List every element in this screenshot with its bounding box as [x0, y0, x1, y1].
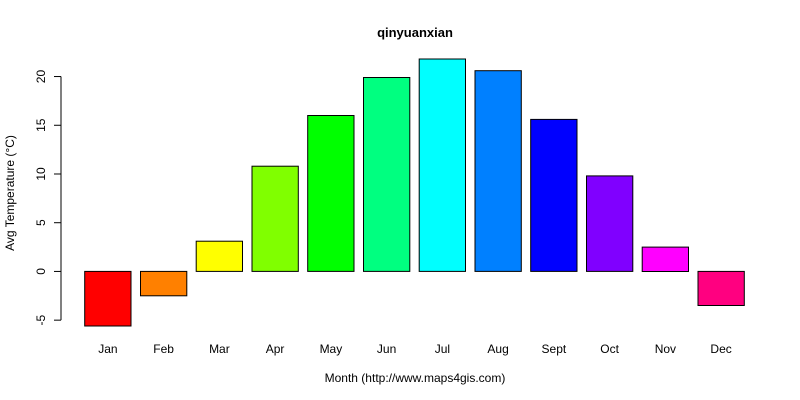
x-tick-label: Aug: [487, 342, 508, 356]
bar-nov: [641, 246, 690, 273]
bar-may: [307, 115, 355, 272]
x-tick-labels: Jan Feb Mar Apr May Jun Jul Aug Sept Oct Nov Dec: [98, 342, 732, 356]
y-tick-label: -5: [34, 314, 48, 325]
x-tick-label: Dec: [710, 342, 731, 356]
bar-jul: [418, 58, 467, 272]
bar-apr: [251, 165, 299, 272]
bars: [84, 58, 745, 327]
x-tick-label: Jul: [435, 342, 450, 356]
x-tick-label: May: [320, 342, 343, 356]
bar-mar: [195, 240, 243, 272]
x-tick-label: Oct: [600, 342, 619, 356]
y-axis: -5 0 5 10 15 20: [34, 70, 62, 325]
bar-jun: [363, 77, 411, 272]
x-axis-label: Month (http://www.maps4gis.com): [325, 371, 506, 385]
x-tick-label: Nov: [655, 342, 676, 356]
x-tick-label: Mar: [209, 342, 230, 356]
bar-oct: [586, 175, 634, 272]
chart-title: qinyuanxian: [377, 25, 453, 40]
x-tick-label: Sept: [542, 342, 567, 356]
x-tick-label: Jan: [98, 342, 117, 356]
y-axis-label: Avg Temperature (°C): [3, 135, 17, 251]
x-tick-label: Feb: [153, 342, 174, 356]
bar-jan: [84, 270, 132, 327]
y-tick-label: 20: [34, 70, 48, 84]
y-tick-label: 10: [34, 167, 48, 181]
bar-aug: [474, 70, 522, 272]
y-tick-label: 0: [34, 268, 48, 275]
y-tick-label: 15: [34, 118, 48, 132]
bar-feb: [140, 270, 188, 297]
x-tick-label: Jun: [377, 342, 396, 356]
bar-dec: [697, 270, 745, 306]
x-tick-label: Apr: [266, 342, 285, 356]
y-tick-label: 5: [34, 219, 48, 226]
bar-sept: [530, 118, 578, 272]
